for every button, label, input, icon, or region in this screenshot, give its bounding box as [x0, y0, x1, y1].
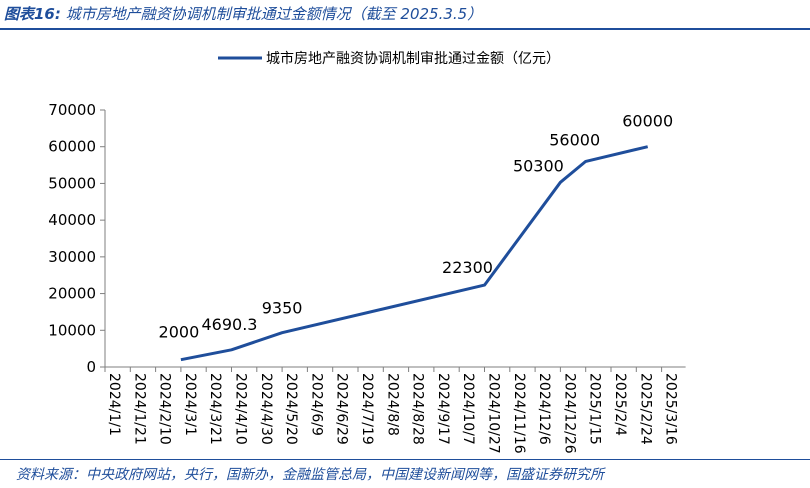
x-tick-label: 2024/4/10 — [233, 373, 249, 445]
x-tick-label: 2024/10/27 — [486, 373, 502, 454]
x-tick-label: 2024/6/9 — [308, 373, 324, 436]
data-label: 2000 — [159, 323, 200, 342]
data-label: 60000 — [622, 112, 673, 131]
legend: 城市房地产融资协调机制审批通过金额（亿元） — [218, 50, 560, 67]
x-tick-label: 2024/9/17 — [435, 373, 451, 445]
y-tick-label: 0 — [86, 358, 96, 376]
data-label: 50300 — [513, 156, 564, 175]
title-rule — [0, 28, 810, 30]
x-tick-label: 2024/3/21 — [207, 373, 223, 445]
data-label: 22300 — [442, 258, 493, 277]
data-label: 56000 — [549, 130, 600, 149]
y-tick-label: 20000 — [48, 285, 96, 303]
figure-title-text: 城市房地产融资协调机制审批通过金额情况（截至 2025.3.5） — [65, 5, 483, 23]
x-tick-label: 2024/3/1 — [182, 373, 198, 436]
figure-number: 图表16: — [4, 5, 61, 23]
data-label: 4690.3 — [202, 315, 258, 334]
series-line — [180, 145, 649, 362]
x-tick-label: 2024/4/30 — [258, 373, 274, 445]
x-tick-label: 2024/10/7 — [460, 373, 476, 445]
x-axis: 2024/1/1 2024/1/21 2024/2/10 2024/3/1 2024/3… — [104, 366, 686, 454]
x-tick-label: 2024/1/21 — [131, 373, 147, 445]
y-tick-label: 60000 — [48, 138, 96, 156]
x-tick-label: 2025/2/4 — [612, 373, 628, 436]
x-tick-label: 2024/1/1 — [106, 373, 122, 436]
x-tick-label: 2024/7/19 — [359, 373, 375, 445]
legend-label: 城市房地产融资协调机制审批通过金额（亿元） — [266, 50, 560, 67]
footer-rule — [0, 459, 810, 460]
x-tick-label: 2024/11/16 — [511, 373, 527, 454]
x-tick-label: 2024/5/20 — [283, 373, 299, 445]
x-tick-label: 2024/8/8 — [384, 373, 400, 436]
x-tick-label: 2025/3/16 — [663, 373, 679, 445]
x-tick-label: 2024/12/26 — [561, 373, 577, 454]
x-tick-label: 2025/1/15 — [587, 373, 603, 445]
x-tick-label: 2024/6/29 — [334, 373, 350, 445]
y-tick-label: 70000 — [48, 101, 96, 119]
data-label: 9350 — [262, 299, 303, 318]
x-tick-label: 2025/2/24 — [637, 373, 653, 445]
x-tick-label: 2024/8/28 — [410, 373, 426, 445]
x-tick-label: 2024/2/10 — [157, 373, 173, 445]
y-tick-label: 50000 — [48, 174, 96, 192]
y-axis: 0 10000 20000 30000 40000 50000 60000 70000 — [48, 101, 106, 376]
line-chart: 城市房地产融资协调机制审批通过金额（亿元） 0 10000 20000 30000 40… — [48, 50, 686, 454]
source-note: 资料来源：中央政府网站，央行，国新办，金融监管总局，中国建设新闻网等，国盛证券研… — [16, 467, 604, 483]
x-tick-label: 2024/12/6 — [536, 373, 552, 445]
figure-title: 图表16: 城市房地产融资协调机制审批通过金额情况（截至 2025.3.5） — [4, 3, 482, 24]
y-tick-label: 10000 — [48, 321, 96, 339]
y-tick-label: 40000 — [48, 211, 96, 229]
y-tick-label: 30000 — [48, 248, 96, 266]
